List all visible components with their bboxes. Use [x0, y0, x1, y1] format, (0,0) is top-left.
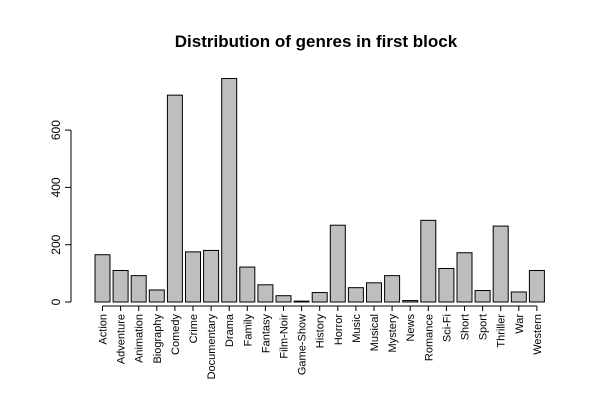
bar-drama — [221, 78, 238, 303]
y-tick-label: 400 — [49, 177, 63, 197]
bar-family — [239, 266, 256, 303]
x-tick-label: War — [514, 314, 526, 334]
x-tick-label: Film-Noir — [279, 314, 291, 359]
bar-animation — [130, 275, 147, 303]
x-axis: Action Adventure Animation Biography Comedy C… — [98, 305, 544, 380]
bar-adventure — [112, 269, 129, 303]
bar-romance — [420, 219, 437, 303]
bar-history — [311, 292, 328, 303]
x-tick-label: Sport — [478, 314, 490, 340]
x-tick-label: Horror — [333, 314, 345, 346]
x-tick-label: Musical — [369, 314, 381, 351]
chart-title: Distribution of genres in first block — [175, 32, 458, 51]
y-axis: 0 200 400 600 — [49, 120, 72, 305]
bars — [94, 78, 545, 303]
bar-war — [510, 291, 527, 303]
x-tick-label: Family — [242, 314, 254, 347]
bar-music — [347, 287, 364, 303]
x-tick-label: Animation — [134, 314, 146, 363]
x-tick-label: Western — [532, 314, 544, 355]
x-tick-label: News — [405, 314, 417, 342]
x-tick-label: Adventure — [116, 314, 128, 364]
bar-crime — [185, 251, 201, 303]
y-tick-label: 0 — [49, 298, 63, 305]
bar-thriller — [492, 225, 509, 303]
bar-short — [456, 252, 473, 303]
bar-horror — [329, 224, 346, 303]
x-tick-label: Drama — [224, 313, 236, 347]
bar-sport — [474, 290, 491, 303]
bar-film-noir — [275, 295, 292, 303]
y-tick-label: 600 — [49, 120, 63, 140]
y-tick-label: 200 — [49, 234, 63, 254]
bar-sci-fi — [438, 267, 455, 303]
x-tick-label: Romance — [423, 314, 435, 361]
x-tick-label: Music — [351, 314, 363, 343]
bar-game-show — [293, 300, 310, 303]
x-tick-label: Action — [98, 314, 110, 345]
x-tick-label: Short — [460, 314, 472, 340]
x-tick-label: Crime — [188, 314, 200, 343]
x-tick-label: Mystery — [387, 314, 399, 353]
x-tick-label: Comedy — [170, 314, 182, 355]
bar-biography — [148, 289, 165, 303]
bar-western — [528, 269, 545, 303]
bar-fantasy — [257, 284, 274, 303]
x-tick-label: Game-Show — [297, 314, 309, 375]
bar-action — [94, 254, 111, 303]
bar-mystery — [384, 275, 401, 303]
bar-comedy — [166, 94, 183, 303]
x-tick-label: Thriller — [496, 314, 508, 348]
x-tick-label: History — [315, 314, 327, 349]
x-tick-label: Documentary — [206, 314, 218, 380]
bar-musical — [366, 282, 382, 303]
x-tick-label: Biography — [152, 314, 164, 364]
bar-news — [402, 300, 419, 303]
x-tick-label: Fantasy — [260, 314, 272, 354]
bar-documentary — [203, 249, 220, 303]
x-tick-label: Sci-Fi — [441, 314, 453, 342]
